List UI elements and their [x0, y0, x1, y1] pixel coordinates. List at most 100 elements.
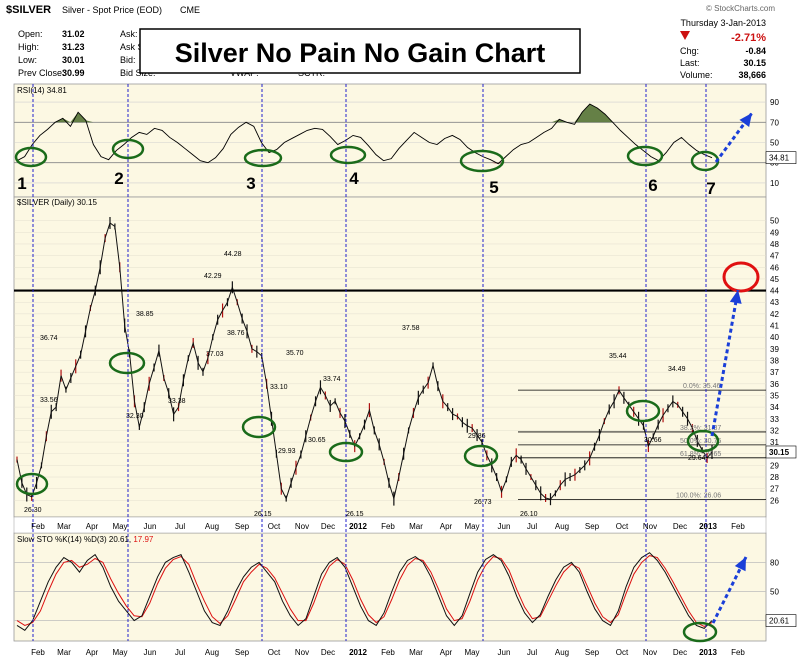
x-axis-label-lower: Jun: [144, 648, 157, 657]
grid-layer: [14, 101, 766, 621]
x-axis-label: Sep: [235, 522, 250, 531]
stat-ask: Ask:: [120, 29, 138, 39]
price-tick-label: 47: [770, 252, 779, 261]
price-swing-label: 44.28: [224, 251, 242, 258]
chart-title: Silver No Pain No Gain Chart: [175, 38, 546, 68]
price-swing-label: 26.15: [254, 511, 272, 518]
stat-label-chg: Chg:: [680, 46, 699, 56]
description-text: Silver - Spot Price (EOD): [62, 5, 162, 15]
price-current-tag: [765, 445, 797, 459]
price-swing-label: 29.93: [278, 448, 296, 455]
price-tick-label: 33: [770, 415, 779, 424]
price-swing-label: 26.30: [24, 507, 42, 514]
rsi-current-tag: [765, 151, 797, 164]
price-swing-label: 29.64: [688, 455, 706, 462]
x-axis-label-lower: Mar: [57, 648, 71, 657]
rsi-overbought-fill: [17, 104, 712, 123]
price-swing-label: 37.03: [206, 351, 224, 358]
price-swing-label: 38.85: [136, 311, 154, 318]
highlight-ellipse: [108, 351, 146, 375]
x-axis-label-lower: Jul: [175, 648, 185, 657]
highlight-ellipse: [625, 399, 661, 423]
price-tick-label: 26: [770, 496, 779, 505]
highlight-ellipse: [686, 429, 720, 453]
price-tick-label: 38: [770, 357, 779, 366]
price-swing-label: 30.66: [644, 437, 662, 444]
price-swing-label: 26.73: [474, 499, 492, 506]
x-axis-label: May: [464, 522, 479, 531]
symbol-text: $SILVER: [6, 4, 51, 16]
price-tick-label: 28: [770, 473, 779, 482]
x-axis-label-lower: Dec: [673, 648, 687, 657]
x-axis-label: Feb: [731, 522, 745, 531]
x-axis-label: May: [112, 522, 127, 531]
x-axis-label: Mar: [57, 522, 71, 531]
price-swing-label: 33.10: [270, 384, 288, 391]
down-triangle-icon: [680, 31, 690, 40]
price-line: [16, 222, 713, 501]
stat-label-open: Open:: [18, 29, 43, 39]
price-swing-label: 32.30: [126, 413, 144, 420]
price-tick-label: 40: [770, 333, 779, 342]
series-layer: [14, 103, 766, 631]
x-axis-label: 2013: [699, 522, 717, 531]
price-tick-label: 29: [770, 461, 779, 470]
rsi-label: RSI(14) 34.81: [17, 86, 67, 95]
price-tick-label: 43: [770, 298, 779, 307]
price-tick-label: 46: [770, 263, 779, 272]
sto-arrow-shaft: [711, 556, 748, 624]
x-axis-label: Feb: [381, 522, 395, 531]
sto-label-d: 17.97: [133, 535, 154, 544]
highlight-ellipse: [243, 148, 283, 168]
stat-value-open: 31.02: [62, 29, 85, 39]
fib-label: 100.0%: 26.06: [676, 493, 721, 500]
price-tick-label: 37: [770, 368, 779, 377]
sto-d-line: [16, 555, 713, 627]
axis-layer: 907050301034.815049484746454443424140393…: [31, 98, 797, 657]
x-axis-label-lower: Sep: [235, 648, 250, 657]
x-axis-label: Jun: [144, 522, 157, 531]
x-axis-label-lower: Mar: [409, 648, 423, 657]
rsi-tick-label: 10: [770, 179, 779, 188]
stat-value-chg: -0.84: [745, 46, 766, 56]
rsi-tick-label: 90: [770, 98, 779, 107]
x-axis-label-lower: May: [112, 648, 127, 657]
x-axis-label: Jul: [527, 522, 537, 531]
price-arrow-shaft: [710, 289, 740, 437]
x-axis-label-lower: Nov: [295, 648, 309, 657]
x-axis-label: Aug: [555, 522, 569, 531]
stat-value-volume: 38,666: [738, 70, 766, 80]
stat-value-prev-close: 30.99: [62, 68, 85, 78]
x-axis-label: Apr: [86, 522, 99, 531]
x-axis-label: Aug: [205, 522, 219, 531]
price-tick-label: 45: [770, 275, 779, 284]
x-axis-label: Nov: [643, 522, 657, 531]
sto-tick-label: 80: [770, 558, 779, 567]
price-tick-label: 36: [770, 380, 779, 389]
fib-label: 61.8%: 29.65: [680, 451, 721, 458]
price-swing-label: 35.70: [286, 350, 304, 357]
sto-tick-label: 50: [770, 588, 779, 597]
rsi-panel: [13, 83, 767, 198]
x-axis-label: Apr: [440, 522, 453, 531]
stat-label-low: Low:: [18, 55, 37, 65]
x-axis-label-lower: Apr: [86, 648, 99, 657]
x-axis-label: Nov: [295, 522, 309, 531]
highlight-ellipse: [328, 441, 364, 463]
x-axis-label: Mar: [409, 522, 423, 531]
highlight-ellipse: [459, 149, 505, 173]
price-tick-label: 42: [770, 310, 779, 319]
rsi-current-value: 34.81: [769, 154, 790, 163]
x-axis-label: Oct: [268, 522, 281, 531]
stat-value-last: 30.15: [743, 58, 766, 68]
price-swing-label: 35.44: [609, 353, 627, 360]
x-axis-label-lower: Oct: [616, 648, 629, 657]
price-tick-label: 39: [770, 345, 779, 354]
target-circle: [722, 261, 760, 293]
exchange-text: CME: [180, 5, 200, 15]
sto-panel: [13, 532, 767, 642]
price-panel: [13, 196, 767, 518]
price-tick-label: 48: [770, 240, 779, 249]
stat-label-high: High:: [18, 42, 39, 52]
price-tick-label: 41: [770, 322, 779, 331]
